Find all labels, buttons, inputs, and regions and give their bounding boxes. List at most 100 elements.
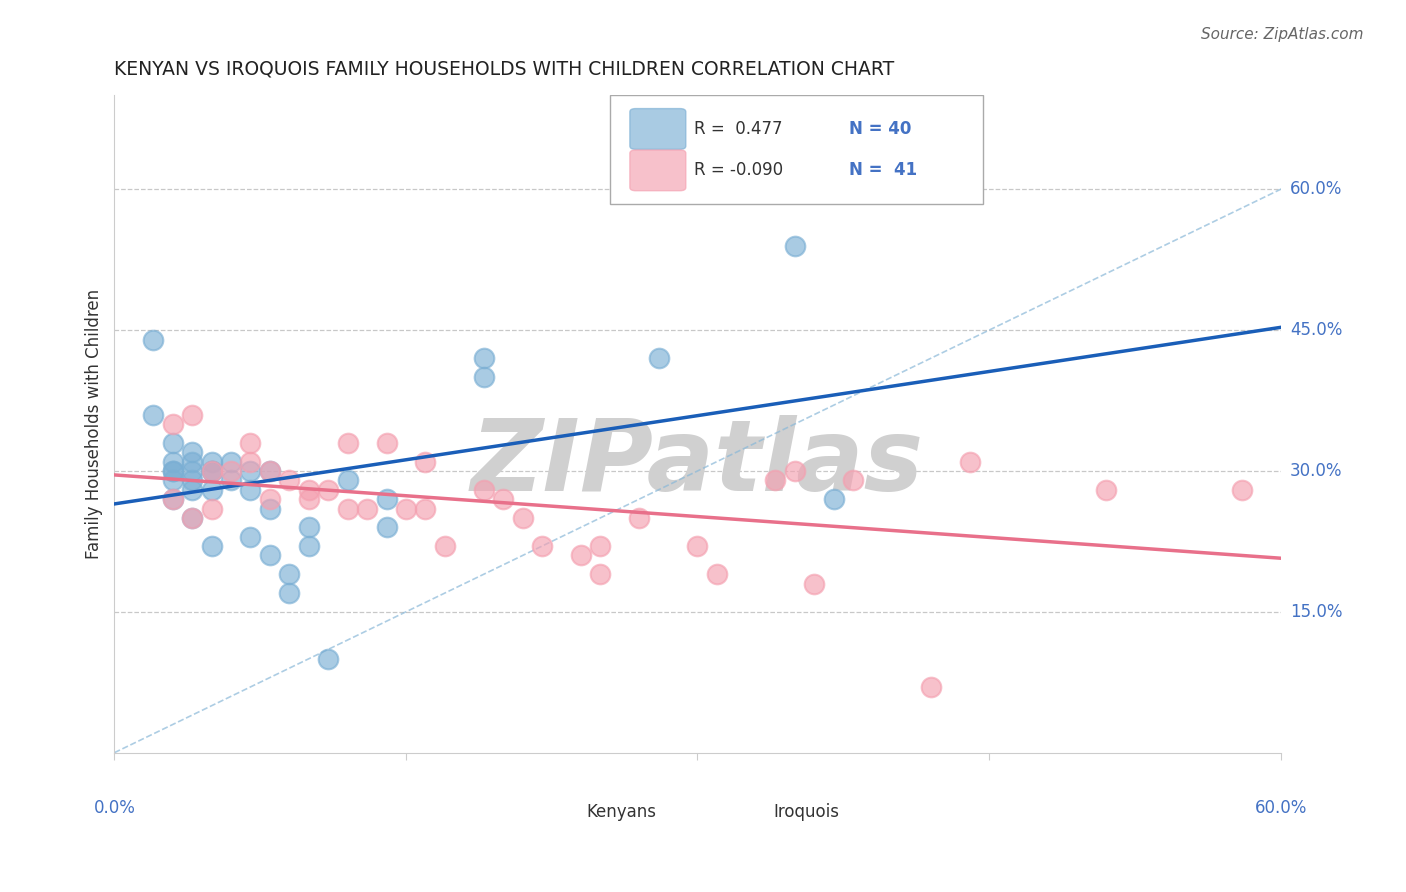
Point bbox=[162, 435, 184, 450]
Point bbox=[181, 408, 204, 422]
Point bbox=[783, 238, 806, 252]
Text: 0.0%: 0.0% bbox=[93, 798, 135, 817]
FancyBboxPatch shape bbox=[610, 95, 983, 204]
Point bbox=[239, 483, 262, 497]
Point bbox=[278, 474, 301, 488]
Point bbox=[239, 435, 262, 450]
Point bbox=[259, 492, 281, 507]
Text: ZIPatlas: ZIPatlas bbox=[471, 415, 924, 512]
Point bbox=[433, 539, 456, 553]
Text: 30.0%: 30.0% bbox=[1289, 462, 1343, 480]
Point bbox=[706, 567, 728, 582]
Point bbox=[162, 474, 184, 488]
Point bbox=[239, 530, 262, 544]
Point bbox=[512, 511, 534, 525]
Text: Kenyans: Kenyans bbox=[586, 803, 657, 821]
Point bbox=[200, 483, 222, 497]
Point bbox=[628, 511, 651, 525]
Point bbox=[298, 539, 321, 553]
FancyBboxPatch shape bbox=[630, 150, 686, 191]
Point bbox=[259, 464, 281, 478]
Text: KENYAN VS IROQUOIS FAMILY HOUSEHOLDS WITH CHILDREN CORRELATION CHART: KENYAN VS IROQUOIS FAMILY HOUSEHOLDS WIT… bbox=[114, 60, 894, 78]
FancyBboxPatch shape bbox=[530, 796, 579, 828]
Text: N = 40: N = 40 bbox=[849, 120, 911, 138]
Point bbox=[589, 567, 612, 582]
Point bbox=[842, 474, 865, 488]
Point bbox=[259, 501, 281, 516]
Point bbox=[181, 454, 204, 468]
Point bbox=[783, 464, 806, 478]
Point bbox=[1094, 483, 1116, 497]
Point bbox=[219, 474, 242, 488]
Point bbox=[336, 435, 359, 450]
Text: 15.0%: 15.0% bbox=[1289, 603, 1343, 621]
Point bbox=[278, 567, 301, 582]
Point bbox=[162, 417, 184, 431]
Point bbox=[181, 464, 204, 478]
Point bbox=[239, 454, 262, 468]
Point bbox=[259, 464, 281, 478]
Point bbox=[200, 464, 222, 478]
Point bbox=[1230, 483, 1253, 497]
Y-axis label: Family Households with Children: Family Households with Children bbox=[86, 289, 103, 559]
Point bbox=[375, 520, 398, 534]
Point bbox=[492, 492, 515, 507]
Point bbox=[472, 483, 495, 497]
FancyBboxPatch shape bbox=[630, 109, 686, 149]
Point bbox=[162, 454, 184, 468]
Text: 45.0%: 45.0% bbox=[1289, 321, 1343, 339]
Text: R =  0.477: R = 0.477 bbox=[695, 120, 783, 138]
Point bbox=[375, 492, 398, 507]
Point bbox=[530, 539, 553, 553]
Point bbox=[162, 492, 184, 507]
Text: R = -0.090: R = -0.090 bbox=[695, 161, 783, 179]
Point bbox=[472, 370, 495, 384]
Text: 60.0%: 60.0% bbox=[1254, 798, 1306, 817]
Point bbox=[219, 454, 242, 468]
Text: Iroquois: Iroquois bbox=[773, 803, 839, 821]
Point bbox=[920, 680, 942, 694]
Point bbox=[298, 520, 321, 534]
Text: Source: ZipAtlas.com: Source: ZipAtlas.com bbox=[1201, 27, 1364, 42]
Point bbox=[647, 351, 669, 366]
Point bbox=[569, 549, 592, 563]
Point bbox=[395, 501, 418, 516]
Point bbox=[763, 474, 786, 488]
Point bbox=[162, 464, 184, 478]
Point bbox=[415, 501, 437, 516]
Point bbox=[181, 474, 204, 488]
FancyBboxPatch shape bbox=[716, 796, 766, 828]
Point bbox=[336, 501, 359, 516]
Point bbox=[239, 464, 262, 478]
Point bbox=[686, 539, 709, 553]
Point bbox=[356, 501, 378, 516]
Point bbox=[181, 511, 204, 525]
Point bbox=[200, 464, 222, 478]
Point bbox=[200, 501, 222, 516]
Point bbox=[142, 333, 165, 347]
Point bbox=[316, 483, 339, 497]
Point bbox=[298, 483, 321, 497]
Point bbox=[259, 549, 281, 563]
Point bbox=[336, 474, 359, 488]
Point bbox=[415, 454, 437, 468]
Point bbox=[181, 511, 204, 525]
Point bbox=[142, 408, 165, 422]
Point bbox=[278, 586, 301, 600]
Point bbox=[200, 464, 222, 478]
Point bbox=[200, 454, 222, 468]
Point bbox=[219, 464, 242, 478]
Point bbox=[803, 576, 825, 591]
Point bbox=[823, 492, 845, 507]
Point bbox=[162, 464, 184, 478]
Point bbox=[316, 652, 339, 666]
Point bbox=[200, 539, 222, 553]
Text: 60.0%: 60.0% bbox=[1289, 180, 1343, 198]
Point bbox=[181, 445, 204, 459]
Point bbox=[162, 492, 184, 507]
Point bbox=[959, 454, 981, 468]
Point bbox=[181, 483, 204, 497]
Point bbox=[298, 492, 321, 507]
Point bbox=[472, 351, 495, 366]
Text: N =  41: N = 41 bbox=[849, 161, 917, 179]
